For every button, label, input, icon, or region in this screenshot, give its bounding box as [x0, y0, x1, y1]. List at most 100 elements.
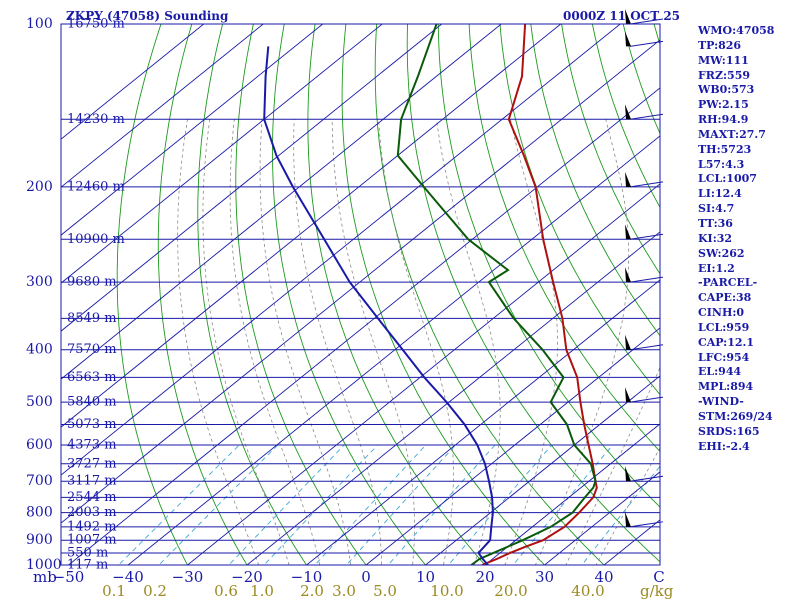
height-label: 1007 m: [67, 533, 117, 548]
index-value: WB0:573: [698, 83, 755, 97]
index-value: TT:36: [698, 216, 733, 230]
temperature-tick-label: C: [653, 568, 664, 586]
index-value: FRZ:559: [698, 68, 751, 82]
pressure-tick-label: 300: [26, 274, 53, 290]
plot-frame: [60, 23, 661, 566]
index-value: TP:826: [698, 38, 742, 52]
isotherm-line: [305, 279, 660, 565]
mixing-ratio-line: [387, 444, 496, 565]
mixing-ratio-tick-label: 0.1: [102, 582, 126, 600]
isotherm-line: [365, 327, 660, 565]
index-value: CAPE:38: [698, 291, 752, 305]
wind-barb-flag: [625, 104, 631, 120]
dewpoint-trace: [396, 24, 597, 565]
isotherm-line: [543, 471, 660, 565]
height-label: 7570 m: [67, 342, 117, 357]
pressure-tick-label: 700: [26, 473, 53, 489]
index-value: LCL:959: [698, 320, 750, 334]
pressure-tick-label: 900: [26, 532, 53, 548]
pressure-tick-label: 500: [26, 394, 53, 410]
dry-adiabat-line: [468, 24, 660, 453]
dry-adiabat-line: [197, 24, 308, 565]
height-label: 1492 m: [67, 519, 117, 534]
height-label: 3727 m: [67, 456, 117, 471]
dry-adiabat-line: [772, 12, 800, 577]
isotherm-line: [246, 231, 660, 565]
height-label: 12460 m: [67, 179, 125, 194]
pressure-tick-label: 1000: [26, 557, 62, 573]
wind-barb-staff: [629, 475, 664, 482]
index-value: CAP:12.1: [698, 335, 755, 349]
mixing-ratio-line: [117, 444, 240, 565]
temperature-tick-label: 30: [535, 568, 554, 586]
wind-barb-staff: [629, 18, 664, 25]
index-value: SW:262: [698, 246, 745, 260]
indices-panel: WMO:47058 TP:826 MW:111 FRZ:559 WB0:573 PW:2.…: [698, 24, 774, 454]
wind-barb-flag: [625, 171, 631, 187]
index-value: EHI:-2.4: [698, 439, 750, 453]
wind-barb-flag: [625, 466, 631, 482]
index-value: SI:4.7: [698, 202, 735, 216]
height-label: 5073 m: [67, 417, 117, 432]
pressure-tick-label: 100: [26, 16, 53, 32]
height-label: 8549 m: [67, 311, 117, 326]
index-value: EI:1.2: [698, 261, 735, 275]
temperature-tick-label: −20: [231, 568, 263, 586]
height-label: 6563 m: [67, 370, 117, 385]
pressure-tick-label: 400: [26, 342, 53, 358]
index-value: LFC:954: [698, 350, 750, 364]
temperature-tick-label: −50: [53, 568, 85, 586]
height-label: 9680 m: [67, 275, 117, 290]
dry-adiabat-line: [374, 24, 605, 565]
index-value: TH:5723: [698, 142, 752, 156]
mixing-ratio-tick-label: 0.6: [214, 582, 238, 600]
wind-barb-flag: [625, 9, 631, 24]
index-value: MAXT:27.7: [698, 127, 766, 141]
wind-barb-staff: [629, 396, 664, 403]
wind-barb-staff: [629, 181, 664, 188]
pressure-tick-label: 800: [26, 505, 53, 521]
mixing-ratio-tick-label: 1.0: [250, 582, 274, 600]
dry-adiabat-line: [235, 24, 367, 565]
mixing-ratio-tick-label: 3.0: [332, 582, 356, 600]
wind-barb-staff: [629, 276, 664, 283]
wind-barb-staff: [629, 521, 664, 528]
mixing-ratio-tick-label: 10.0: [430, 582, 463, 600]
isotherm-line: [61, 24, 383, 284]
pressure-unit-label: mb: [33, 568, 57, 586]
temperature-trace: [481, 24, 598, 565]
mixing-ratio-line: [158, 444, 279, 565]
index-value: STM:269/24: [698, 409, 773, 423]
mixing-ratio-tick-label: 20.0: [494, 582, 527, 600]
isotherm-line: [61, 24, 621, 476]
isotherm-line: [61, 24, 562, 428]
wind-barb-staff: [629, 233, 664, 240]
mixing-ratio-line: [447, 444, 553, 565]
isotherm-line: [424, 375, 660, 565]
sounding-time: 0000Z 11 OCT 25: [563, 9, 681, 23]
isotherm-line: [67, 87, 660, 565]
wind-barb-staff: [629, 113, 664, 120]
isotherm-line: [127, 135, 660, 565]
index-value: PW:2.15: [698, 98, 749, 112]
index-value: WMO:47058: [698, 24, 775, 37]
isotherm-line: [61, 39, 660, 524]
index-value: LCL:1007: [698, 172, 757, 186]
mixing-ratio-tick-label: 5.0: [373, 582, 397, 600]
index-value: KI:32: [698, 231, 733, 245]
dry-adiabat-line: [307, 24, 486, 565]
index-value: MW:111: [698, 53, 749, 67]
height-label: 550 m: [67, 545, 108, 560]
dry-adiabat-line: [561, 24, 660, 275]
mixing-ratio-tick-label: 0.2: [143, 582, 167, 600]
index-value: LI:12.4: [698, 187, 742, 201]
index-value: MPL:894: [698, 380, 754, 394]
parcel-trace: [263, 46, 494, 565]
isotherm-line: [61, 24, 324, 236]
dry-adiabat-line: [157, 24, 248, 565]
mixing-ratio-line: [581, 465, 660, 565]
mixing-ratio-line: [512, 444, 614, 565]
temperature-tick-label: 40: [594, 568, 613, 586]
station-title: ZKPY (47058) Sounding: [66, 9, 229, 23]
